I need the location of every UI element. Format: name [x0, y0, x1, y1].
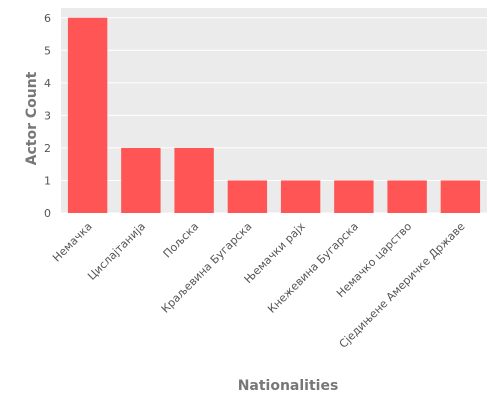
bar [121, 147, 161, 213]
bars [67, 17, 481, 214]
y-tick-labels: 0 1 2 3 4 5 6 [44, 12, 51, 220]
bar [280, 180, 321, 213]
y-axis-title: Actor Count [24, 71, 40, 165]
bar [440, 180, 481, 213]
y-tick-label: 1 [44, 174, 51, 187]
x-tick-label: Кнежевина Бугарска [265, 220, 361, 316]
bar [174, 147, 214, 213]
y-tick-label: 3 [44, 109, 51, 122]
bar [67, 17, 108, 214]
bar [387, 180, 427, 213]
bar [334, 180, 374, 213]
y-tick-label: 5 [44, 44, 51, 57]
x-tick-label: Цислајтанија [85, 220, 148, 283]
bar [227, 180, 268, 213]
y-tick-label: 6 [44, 12, 51, 25]
y-tick-label: 0 [44, 207, 51, 220]
x-axis-title: Nationalities [238, 378, 339, 394]
x-tick-label: Немачка [50, 220, 95, 265]
y-tick-label: 2 [44, 142, 51, 155]
x-tick-label: Краљевина Бугарска [159, 220, 255, 316]
y-tick-label: 4 [44, 77, 51, 90]
x-tick-label: Пољска [161, 220, 202, 261]
